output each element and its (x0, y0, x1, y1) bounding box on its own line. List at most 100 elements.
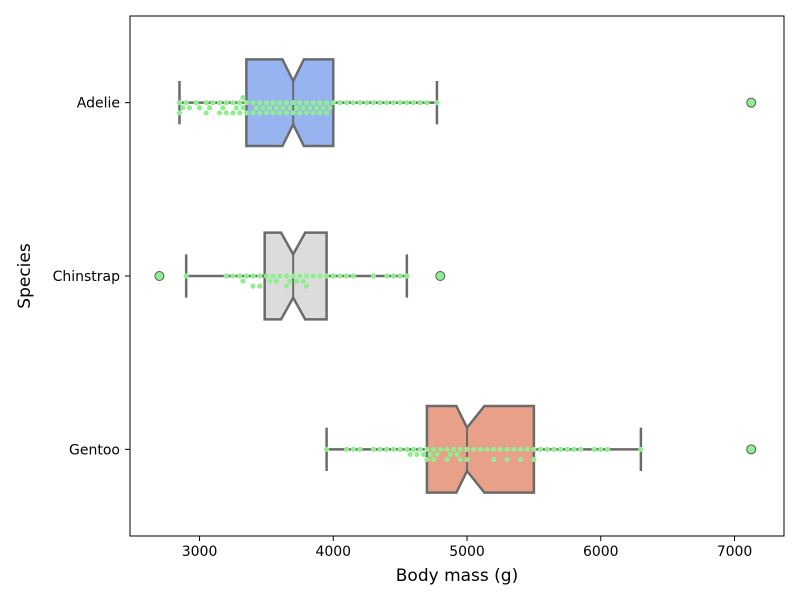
point-adelie-65 (357, 100, 363, 106)
point-adelie-9 (206, 105, 213, 111)
point-chinstrap-21 (300, 278, 306, 284)
point-chinstrap-9 (257, 283, 263, 289)
point-gentoo-21 (437, 446, 443, 452)
point-chinstrap-7 (250, 283, 256, 289)
point-adelie-39 (280, 105, 286, 111)
point-adelie-47 (297, 110, 303, 116)
point-adelie-64 (350, 100, 356, 106)
point-adelie-3 (183, 100, 189, 106)
outlier-gentoo-0 (746, 444, 757, 455)
point-gentoo-18 (430, 446, 437, 452)
point-chinstrap-12 (270, 273, 276, 279)
point-chinstrap-4 (240, 278, 246, 284)
point-adelie-28 (257, 100, 263, 106)
point-gentoo-11 (410, 446, 417, 452)
point-gentoo-34 (491, 446, 497, 452)
point-adelie-14 (223, 100, 229, 106)
point-adelie-32 (263, 110, 270, 116)
point-gentoo-2 (350, 446, 356, 452)
point-adelie-26 (250, 110, 256, 116)
point-gentoo-10 (407, 451, 413, 457)
point-adelie-37 (277, 100, 283, 106)
point-adelie-52 (310, 100, 316, 106)
point-gentoo-46 (544, 446, 550, 452)
point-chinstrap-27 (330, 273, 336, 279)
point-adelie-0 (176, 100, 183, 106)
point-gentoo-7 (390, 446, 397, 452)
point-adelie-33 (267, 105, 273, 111)
point-chinstrap-23 (303, 283, 310, 289)
swarm-points-layer (176, 95, 644, 463)
point-adelie-70 (390, 100, 397, 106)
point-chinstrap-32 (384, 273, 390, 279)
point-gentoo-23 (444, 456, 450, 463)
point-gentoo-42 (524, 446, 530, 452)
x-tick-label-5000: 5000 (449, 544, 485, 560)
point-adelie-35 (270, 110, 276, 116)
point-adelie-30 (260, 105, 266, 111)
point-adelie-43 (290, 100, 296, 106)
x-axis: 3000 4000 5000 6000 7000 (182, 536, 752, 560)
point-adelie-73 (410, 100, 417, 106)
point-adelie-55 (317, 100, 323, 106)
point-chinstrap-29 (344, 273, 350, 279)
point-adelie-63 (344, 100, 350, 106)
point-adelie-10 (210, 100, 216, 106)
point-gentoo-32 (477, 446, 484, 452)
point-adelie-67 (370, 100, 377, 106)
point-gentoo-39 (511, 446, 517, 452)
point-adelie-69 (384, 100, 390, 106)
outlier-adelie-0 (746, 97, 757, 108)
point-adelie-57 (320, 105, 326, 111)
point-gentoo-31 (471, 446, 477, 452)
point-adelie-66 (364, 100, 370, 106)
point-gentoo-3 (357, 446, 363, 452)
point-chinstrap-33 (390, 273, 397, 279)
point-gentoo-1 (344, 446, 350, 452)
point-gentoo-5 (377, 446, 383, 452)
point-adelie-23 (243, 100, 249, 106)
point-adelie-7 (203, 100, 209, 106)
x-tick-label-3000: 3000 (182, 544, 218, 560)
point-gentoo-15 (424, 446, 430, 452)
point-adelie-60 (327, 105, 333, 111)
point-gentoo-54 (604, 446, 611, 452)
point-adelie-53 (310, 110, 316, 116)
point-adelie-36 (273, 105, 280, 111)
point-gentoo-27 (457, 446, 463, 452)
point-adelie-11 (217, 100, 223, 106)
point-gentoo-17 (427, 451, 433, 457)
point-gentoo-25 (451, 446, 457, 452)
point-gentoo-50 (571, 446, 577, 452)
point-gentoo-26 (454, 451, 460, 457)
point-adelie-41 (283, 110, 290, 116)
point-adelie-38 (277, 110, 283, 116)
point-chinstrap-20 (297, 273, 303, 279)
point-adelie-20 (237, 110, 243, 116)
y-tick-label-chinstrap: Chinstrap (53, 269, 121, 285)
point-chinstrap-5 (243, 273, 249, 279)
point-adelie-16 (230, 100, 236, 106)
point-chinstrap-11 (267, 278, 273, 284)
point-gentoo-29 (464, 446, 470, 452)
point-adelie-17 (230, 110, 236, 116)
point-adelie-56 (317, 110, 323, 116)
point-gentoo-19 (430, 456, 437, 463)
point-gentoo-30 (464, 456, 470, 463)
point-adelie-19 (237, 100, 243, 106)
point-gentoo-45 (537, 446, 544, 452)
point-adelie-18 (233, 105, 239, 111)
point-adelie-46 (297, 100, 303, 106)
point-chinstrap-14 (277, 273, 283, 279)
point-chinstrap-22 (303, 273, 310, 279)
point-adelie-1 (176, 110, 183, 116)
point-adelie-5 (193, 100, 199, 106)
point-adelie-8 (203, 110, 209, 116)
point-gentoo-13 (417, 446, 423, 452)
box-adelie (245, 58, 335, 148)
point-chinstrap-17 (287, 278, 293, 284)
point-adelie-31 (263, 100, 270, 106)
point-gentoo-38 (504, 456, 510, 463)
point-gentoo-35 (491, 456, 497, 463)
point-adelie-42 (287, 105, 293, 111)
